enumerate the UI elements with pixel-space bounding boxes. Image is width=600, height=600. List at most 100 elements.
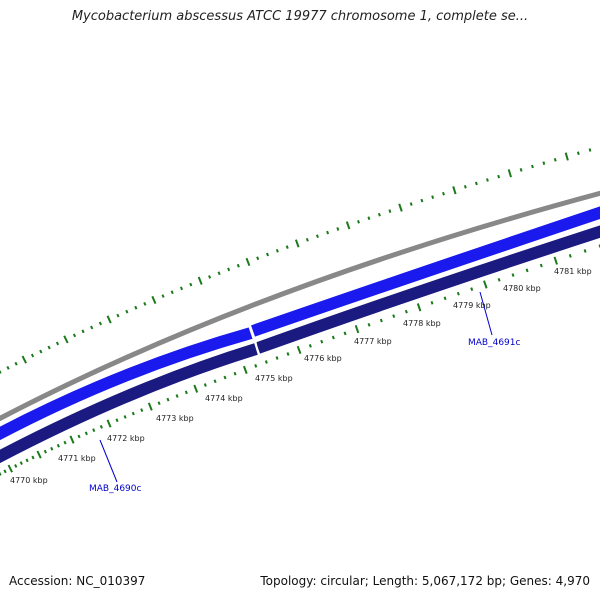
outer-minor-tick: [442, 191, 445, 196]
outer-minor-tick: [420, 198, 424, 203]
accession-text: Accession: NC_010397: [9, 574, 146, 588]
outer-minor-tick: [463, 185, 467, 189]
gene-label-mab-4691c[interactable]: MAB_4691c: [468, 338, 521, 348]
inner-minor-tick: [175, 394, 179, 398]
outer-minor-tick: [285, 245, 289, 249]
kbp-scale-label: 4777 kbp: [354, 337, 392, 346]
inner-minor-tick: [203, 383, 207, 387]
kbp-scale-label: 4776 kbp: [304, 354, 342, 363]
feature-boundary-tick: [248, 325, 254, 339]
reverse-feature-mab-4691c[interactable]: [255, 225, 600, 354]
outer-major-tick: [294, 239, 300, 248]
inner-minor-tick: [0, 472, 2, 476]
outer-minor-tick: [336, 227, 340, 231]
inner-minor-tick: [56, 443, 60, 448]
outer-minor-tick: [179, 286, 184, 291]
inner-major-tick: [354, 324, 360, 334]
outer-minor-tick: [326, 230, 330, 235]
gene-label-mab-4690c[interactable]: MAB_4690c: [89, 484, 142, 494]
inner-minor-tick: [31, 455, 35, 460]
inner-minor-tick: [443, 296, 447, 301]
outer-minor-tick: [189, 282, 193, 287]
kbp-scale-label: 4774 kbp: [205, 394, 243, 403]
outer-minor-tick: [357, 219, 360, 224]
inner-minor-tick: [320, 339, 324, 344]
outer-minor-tick: [497, 174, 501, 179]
feature-boundary-tick-reverse: [255, 341, 260, 357]
inner-minor-tick: [583, 249, 587, 253]
outer-minor-tick: [143, 301, 147, 306]
reverse-feature-mab-4690c[interactable]: [0, 343, 258, 464]
inner-minor-tick: [331, 335, 335, 340]
inner-minor-tick: [77, 434, 81, 439]
kbp-scale-label: 4770 kbp: [10, 476, 48, 485]
inner-minor-tick: [511, 273, 515, 277]
kbp-scale-label: 4772 kbp: [107, 434, 145, 443]
inner-major-tick: [106, 419, 112, 428]
outer-major-tick: [63, 335, 69, 344]
inner-minor-tick: [140, 408, 144, 412]
outer-minor-tick: [116, 313, 120, 318]
backbone-track: [0, 190, 600, 422]
inner-minor-tick: [99, 425, 103, 429]
outer-minor-tick: [14, 361, 18, 366]
outer-minor-tick: [98, 321, 103, 326]
inner-major-tick: [296, 345, 302, 355]
outer-major-tick: [564, 152, 569, 161]
forward-feature-mab-4690c-region[interactable]: [0, 327, 253, 441]
inner-minor-tick: [92, 428, 96, 433]
outer-major-tick: [452, 186, 457, 195]
outer-minor-tick: [72, 333, 77, 338]
outer-minor-tick: [377, 212, 381, 217]
outer-minor-tick: [553, 158, 557, 162]
inner-minor-tick: [308, 344, 312, 348]
inner-minor-tick: [115, 418, 119, 423]
inner-minor-tick: [568, 253, 572, 258]
inner-major-tick: [36, 450, 42, 459]
inner-minor-tick: [497, 277, 501, 282]
inner-major-tick: [193, 384, 199, 393]
inner-minor-tick: [525, 268, 529, 273]
inner-minor-tick: [43, 449, 47, 454]
inner-minor-tick: [131, 411, 135, 416]
outer-major-tick: [106, 315, 112, 324]
outer-minor-tick: [236, 263, 240, 268]
inner-minor-tick: [166, 397, 170, 402]
inner-minor-tick: [223, 375, 227, 380]
outer-minor-tick: [6, 365, 10, 370]
inner-minor-tick: [233, 371, 237, 376]
inner-major-tick: [242, 365, 248, 374]
outer-major-tick: [245, 257, 251, 267]
inner-minor-tick: [404, 309, 408, 314]
outer-minor-tick: [161, 294, 165, 298]
map-title: Mycobacterium abscessus ATCC 19977 chrom…: [71, 9, 529, 24]
outer-minor-tick: [30, 353, 35, 358]
inner-minor-tick: [25, 458, 29, 463]
outer-minor-tick: [170, 290, 174, 295]
outer-major-tick: [507, 169, 512, 178]
outer-major-tick: [21, 355, 27, 364]
outer-minor-tick: [531, 164, 534, 169]
inner-minor-tick: [123, 415, 127, 419]
inner-minor-tick: [539, 263, 543, 268]
inner-minor-tick: [14, 464, 18, 468]
inner-minor-tick: [379, 318, 383, 323]
inner-major-tick: [416, 303, 422, 312]
outer-minor-tick: [542, 161, 546, 165]
outer-major-tick: [197, 276, 203, 285]
outer-minor-tick: [431, 195, 435, 199]
outer-minor-tick: [388, 209, 392, 214]
outer-minor-tick: [227, 267, 231, 272]
kbp-scale-label: 4773 kbp: [156, 414, 194, 423]
inner-minor-tick: [184, 390, 188, 395]
outer-minor-tick: [217, 271, 221, 276]
inner-minor-tick: [430, 300, 434, 305]
outer-minor-tick: [47, 345, 51, 350]
outer-tick-ring: [0, 148, 592, 374]
forward-feature-mab-4691c-region[interactable]: [251, 206, 600, 337]
inner-minor-tick: [50, 446, 54, 451]
inner-tick-ring: [0, 244, 600, 476]
inner-minor-tick: [392, 314, 396, 318]
outer-minor-tick: [55, 341, 60, 346]
